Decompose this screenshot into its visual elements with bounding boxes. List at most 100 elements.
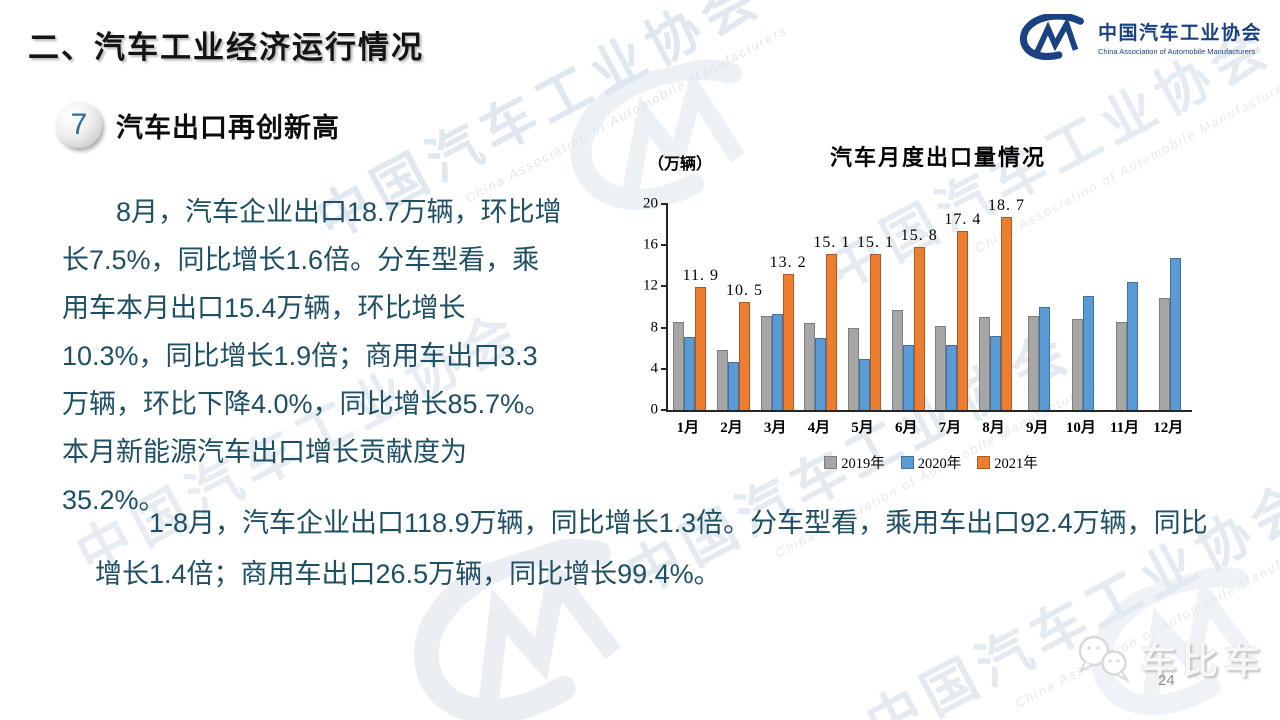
x-axis-label: 6月 bbox=[894, 420, 918, 436]
x-axis-labels: 1月 2月 3月 4月 5月 6月 7月 8月 9月 10月 11月 12月 bbox=[666, 416, 1190, 437]
page-title: 二、汽车工业经济运行情况 bbox=[28, 30, 424, 65]
x-axis-label: 4月 bbox=[807, 420, 831, 436]
x-axis-label: 10月 bbox=[1065, 420, 1096, 436]
bar-2020年-2月 bbox=[728, 361, 739, 410]
bar-group-8月: 18. 7 bbox=[974, 197, 1024, 410]
bar-2021年-6月 bbox=[913, 247, 925, 410]
x-axis-label: 8月 bbox=[982, 420, 1005, 436]
bar-2020年-6月 bbox=[902, 345, 914, 410]
chart-unit-label: （万辆） bbox=[648, 156, 713, 173]
legend-item-2020年: 2020年 bbox=[900, 452, 962, 473]
cam-logo-icon bbox=[1019, 14, 1084, 60]
chart-title: 汽车月度出口量情况 bbox=[829, 145, 1046, 170]
bar-2019年-8月 bbox=[979, 317, 991, 410]
bar-group-9月 bbox=[1017, 204, 1061, 410]
legend-swatch bbox=[977, 456, 991, 469]
bar-group-1月: 11. 9 bbox=[668, 204, 718, 410]
bar-2019年-4月 bbox=[804, 323, 816, 410]
y-tick-label: 8 bbox=[650, 319, 659, 336]
bar-group-5月: 15. 1 bbox=[843, 204, 893, 410]
bar-group-7月: 17. 4 bbox=[930, 204, 980, 410]
legend-item-2019年: 2019年 bbox=[824, 452, 885, 473]
bar-2019年-12月 bbox=[1159, 297, 1171, 410]
bar-2020年-12月 bbox=[1170, 257, 1182, 410]
legend-label: 2019年 bbox=[841, 456, 885, 472]
y-tick-label: 20 bbox=[643, 195, 658, 212]
y-tick-label: 16 bbox=[643, 236, 658, 253]
bar-value-label: 15. 1 bbox=[813, 234, 851, 252]
section-heading: 汽车出口再创新高 bbox=[116, 113, 340, 143]
bar-2020年-5月 bbox=[859, 358, 871, 410]
y-tick-mark bbox=[661, 409, 668, 411]
bar-2021年-1月 bbox=[695, 287, 707, 410]
bar-value-label: 15. 1 bbox=[857, 234, 895, 252]
paragraph-august-exports: 8月，汽车企业出口18.7万辆，环比增长7.5%，同比增长1.6倍。分车型看，乘… bbox=[62, 197, 562, 515]
legend-item-2021年: 2021年 bbox=[977, 452, 1038, 473]
page-number: 24 bbox=[1158, 672, 1175, 689]
chart-legend: 2019年 2020年 2021年 bbox=[628, 452, 1194, 473]
legend-swatch bbox=[900, 456, 914, 469]
y-tick-mark bbox=[661, 326, 668, 329]
y-tick-label: 4 bbox=[650, 360, 659, 377]
bar-2021年-2月 bbox=[739, 301, 750, 410]
x-axis-label: 5月 bbox=[851, 420, 874, 436]
bar-2021年-5月 bbox=[870, 254, 882, 410]
bar-group-6月: 15. 8 bbox=[886, 204, 937, 410]
bar-2021年-3月 bbox=[782, 274, 794, 410]
legend-swatch bbox=[824, 456, 838, 469]
x-axis-label: 1月 bbox=[676, 420, 700, 436]
bar-groups: 11. 9 10. 5 13. 2 15. 1 15. 1 15. 8 17. 4 18. 7 bbox=[668, 197, 1192, 410]
y-tick-label: 12 bbox=[643, 277, 658, 294]
bar-value-label: 13. 2 bbox=[769, 254, 807, 272]
x-axis-label: 12月 bbox=[1153, 420, 1184, 436]
x-axis-label: 11月 bbox=[1109, 420, 1140, 436]
bar-value-label: 17. 4 bbox=[944, 210, 982, 228]
y-tick-label: 0 bbox=[650, 401, 659, 418]
bar-group-12月 bbox=[1148, 204, 1192, 410]
bar-value-label: 18. 7 bbox=[988, 197, 1026, 215]
wechat-icon bbox=[1078, 635, 1130, 683]
bar-value-label: 10. 5 bbox=[726, 281, 763, 299]
bar-2020年-1月 bbox=[684, 336, 696, 410]
bar-2020年-4月 bbox=[815, 337, 827, 410]
cam-logo: 中国汽车工业协会 China Association of Automobile… bbox=[1017, 14, 1262, 60]
bar-2020年-9月 bbox=[1039, 307, 1051, 410]
section-number: 7 bbox=[70, 108, 88, 141]
legend-label: 2021年 bbox=[994, 456, 1038, 472]
bar-2019年-6月 bbox=[891, 310, 903, 410]
x-axis-label: 3月 bbox=[763, 420, 787, 436]
bar-2019年-5月 bbox=[848, 327, 860, 410]
bar-2019年-3月 bbox=[760, 316, 772, 410]
bar-2021年-7月 bbox=[957, 230, 969, 410]
y-tick-mark bbox=[661, 367, 668, 370]
bar-value-label: 11. 9 bbox=[682, 267, 720, 285]
cam-logo-name-cn: 中国汽车工业协会 bbox=[1097, 23, 1262, 44]
x-axis-label: 9月 bbox=[1025, 420, 1049, 436]
bar-group-4月: 15. 1 bbox=[799, 204, 849, 410]
bar-2020年-11月 bbox=[1126, 282, 1138, 410]
bar-2020年-3月 bbox=[771, 314, 783, 410]
bar-2019年-10月 bbox=[1071, 319, 1083, 410]
y-tick-mark bbox=[661, 244, 668, 247]
legend-label: 2020年 bbox=[917, 456, 962, 472]
bar-group-10月 bbox=[1061, 204, 1105, 410]
cam-logo-name-en: China Association of Automobile Manufact… bbox=[1097, 47, 1256, 56]
section-number-badge: 7 bbox=[56, 102, 102, 148]
bar-2019年-9月 bbox=[1028, 316, 1040, 410]
bar-group-11月 bbox=[1105, 204, 1149, 410]
x-axis-label: 7月 bbox=[938, 420, 962, 436]
bar-2020年-10月 bbox=[1082, 295, 1094, 410]
chart-plot-area: 11. 9 10. 5 13. 2 15. 1 15. 1 15. 8 17. 4 18. 7… bbox=[643, 196, 1192, 417]
monthly-export-chart: （万辆） 汽车月度出口量情况 11. 9 10. 5 13. 2 15. 1 15. 1… bbox=[628, 132, 1194, 494]
bar-2021年-4月 bbox=[826, 254, 838, 410]
bar-2020年-8月 bbox=[990, 335, 1002, 410]
y-tick-mark bbox=[661, 285, 668, 288]
bar-2019年-11月 bbox=[1115, 322, 1127, 410]
paragraph-ytd-exports: 1-8月，汽车企业出口118.9万辆，同比增长1.3倍。分车型看，乘用车出口92… bbox=[95, 508, 1208, 589]
bar-2020年-7月 bbox=[946, 345, 958, 410]
cam-logo-text: 中国汽车工业协会 China Association of Automobile… bbox=[1098, 18, 1262, 56]
bar-2019年-7月 bbox=[935, 325, 947, 410]
bar-2019年-1月 bbox=[673, 322, 685, 410]
bar-2019年-2月 bbox=[717, 350, 728, 410]
